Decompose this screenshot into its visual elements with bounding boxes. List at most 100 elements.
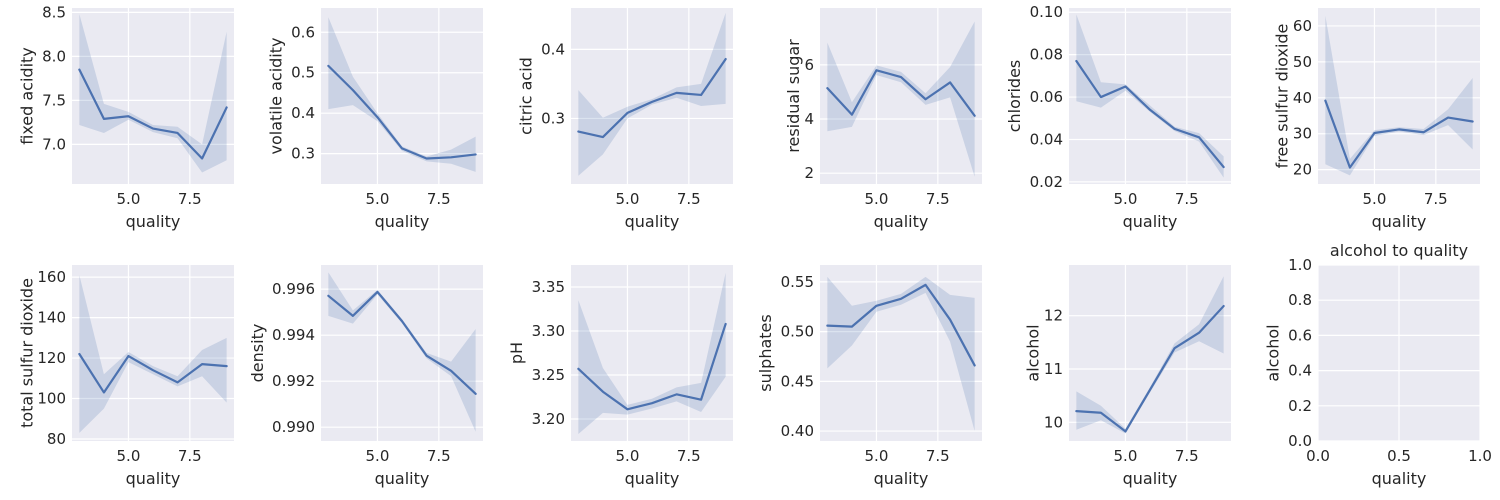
x-tick-label: 0.0 [1306, 447, 1330, 465]
y-tick-label: 40 [1293, 89, 1312, 107]
plot-area [72, 265, 234, 441]
subplot-3: 5.0 7.5 0.3 0.4 quality citric acid [516, 8, 733, 231]
subplot-7: 5.0 7.5 80 100 120 140 160 quality total sulfur … [17, 265, 234, 488]
confidence-band [79, 14, 227, 173]
subplot-5: 5.0 7.5 0.02 0.04 0.06 0.08 0.10 quality chlorid… [1005, 3, 1231, 231]
subplot-6: 5.0 7.5 20 30 40 50 60 quality free sulfur dioxi… [1273, 8, 1480, 231]
subplot-10: 5.0 7.5 0.40 0.45 0.50 0.55 quality sulphates [756, 265, 982, 488]
plot-area [1069, 8, 1231, 184]
y-tick-label: 8.0 [42, 47, 66, 65]
x-tick-label: 5.0 [117, 447, 141, 465]
y-axis-label: alcohol [1263, 324, 1282, 381]
x-tick-label: 7.5 [1424, 190, 1448, 208]
subplot-11: 5.0 7.5 10 11 12 quality alcohol [1024, 265, 1231, 488]
y-tick-label: 0.994 [272, 326, 315, 344]
y-axis-label: citric acid [516, 57, 535, 135]
x-tick-label: 5.0 [366, 447, 390, 465]
x-tick-label: 7.5 [178, 447, 202, 465]
y-tick-label: 0.08 [1030, 46, 1063, 64]
x-tick-label: 7.5 [178, 190, 202, 208]
x-tick-label: 5.0 [1114, 447, 1138, 465]
subplot-9: 5.0 7.5 3.20 3.25 3.30 3.35 quality pH [507, 265, 733, 488]
y-axis-label: pH [507, 342, 526, 364]
x-tick-label: 5.0 [1114, 190, 1138, 208]
y-tick-label: 50 [1293, 53, 1312, 71]
y-tick-label: 160 [37, 268, 66, 286]
x-tick-label: 1.0 [1468, 447, 1492, 465]
y-tick-label: 0.996 [272, 280, 315, 298]
y-tick-label: 4 [804, 110, 814, 128]
subplot-2: 5.0 7.5 0.3 0.4 0.5 0.6 quality volatile acidit… [266, 8, 483, 231]
y-tick-label: 0.10 [1030, 3, 1063, 21]
x-tick-label: 7.5 [926, 190, 950, 208]
x-tick-label: 5.0 [366, 190, 390, 208]
y-tick-label: 120 [37, 349, 66, 367]
subplot-4: 5.0 7.5 2 4 6 quality residual sugar [784, 8, 982, 231]
y-tick-label: 3.30 [532, 322, 565, 340]
y-axis-label: residual sugar [784, 39, 803, 153]
x-axis-label: quality [126, 212, 181, 231]
y-tick-label: 7.0 [42, 135, 66, 153]
y-tick-label: 80 [47, 430, 66, 448]
y-tick-label: 0.990 [272, 418, 315, 436]
confidence-band [578, 272, 726, 434]
y-tick-label: 0.5 [291, 64, 315, 82]
x-axis-label: quality [1372, 469, 1427, 488]
x-tick-label: 7.5 [1175, 447, 1199, 465]
y-tick-label: 7.5 [42, 91, 66, 109]
y-tick-label: 0.992 [272, 372, 315, 390]
y-tick-label: 0.6 [291, 23, 315, 41]
x-tick-label: 0.5 [1387, 447, 1411, 465]
y-tick-label: 0.06 [1030, 88, 1063, 106]
x-tick-label: 7.5 [926, 447, 950, 465]
y-tick-label: 60 [1293, 17, 1312, 35]
y-tick-label: 10 [1044, 413, 1063, 431]
x-tick-label: 7.5 [427, 447, 451, 465]
x-axis-label: quality [625, 212, 680, 231]
y-tick-label: 6 [804, 56, 814, 74]
y-tick-label: 0.55 [781, 273, 814, 291]
subplot-8: 5.0 7.5 0.990 0.992 0.994 0.996 quality density [248, 265, 483, 488]
confidence-band [827, 21, 975, 177]
x-tick-label: 5.0 [865, 447, 889, 465]
y-tick-label: 0.2 [1288, 397, 1312, 415]
subplot-title: alcohol to quality [1330, 241, 1468, 260]
y-tick-label: 0.8 [1288, 291, 1312, 309]
x-tick-label: 5.0 [865, 190, 889, 208]
y-tick-label: 0.6 [1288, 326, 1312, 344]
y-tick-label: 140 [37, 309, 66, 327]
x-tick-label: 7.5 [677, 190, 701, 208]
y-axis-label: alcohol [1024, 324, 1043, 381]
y-tick-label: 0.40 [781, 422, 814, 440]
y-axis-label: volatile acidity [266, 38, 285, 155]
x-tick-label: 5.0 [616, 447, 640, 465]
y-axis-label: fixed acidity [17, 47, 36, 145]
plot-area [321, 265, 483, 441]
y-tick-label: 0.4 [291, 104, 315, 122]
x-axis-label: quality [375, 469, 430, 488]
x-axis-label: quality [1372, 212, 1427, 231]
subplot-1: 5.0 7.5 7.0 7.5 8.0 8.5 quality fixed acidity [17, 3, 234, 231]
confidence-band [578, 12, 726, 176]
confidence-band [1076, 276, 1224, 434]
x-axis-label: quality [1123, 469, 1178, 488]
plot-area [72, 8, 234, 184]
y-tick-label: 3.25 [532, 366, 565, 384]
x-tick-label: 7.5 [677, 447, 701, 465]
x-tick-label: 5.0 [117, 190, 141, 208]
x-axis-label: quality [375, 212, 430, 231]
y-tick-label: 0.3 [541, 109, 565, 127]
x-tick-label: 5.0 [616, 190, 640, 208]
confidence-band [79, 275, 227, 433]
x-tick-label: 7.5 [427, 190, 451, 208]
x-axis-label: quality [874, 469, 929, 488]
y-tick-label: 3.20 [532, 410, 565, 428]
y-tick-label: 0.4 [1288, 362, 1312, 380]
plot-area [820, 8, 982, 184]
y-tick-label: 0.04 [1030, 130, 1063, 148]
x-axis-label: quality [625, 469, 680, 488]
y-tick-label: 0.50 [781, 323, 814, 341]
y-axis-label: total sulfur dioxide [17, 278, 36, 428]
y-axis-label: density [248, 324, 267, 383]
plot-area [571, 265, 733, 441]
